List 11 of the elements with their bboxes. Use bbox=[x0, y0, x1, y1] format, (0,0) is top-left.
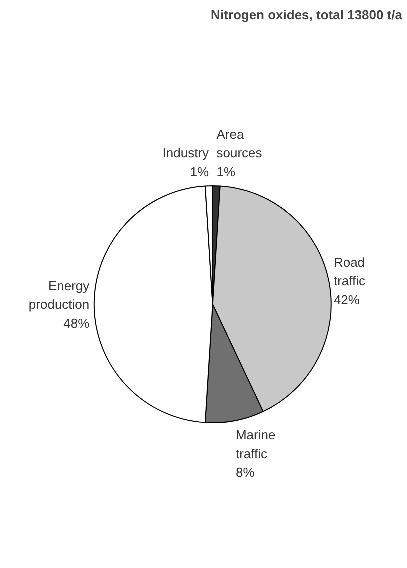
chart-title: Nitrogen oxides, total 13800 t/a bbox=[211, 8, 404, 22]
data-label: 48% bbox=[64, 316, 90, 331]
slice-label: Marine traffic bbox=[236, 428, 276, 462]
slice-label: Industry bbox=[162, 146, 210, 161]
slice-label: Area sources bbox=[216, 126, 263, 161]
data-label: 1% bbox=[216, 164, 236, 180]
slice-label: Energy production bbox=[28, 278, 90, 312]
data-label: 42% bbox=[334, 292, 360, 308]
slice-label: Road traffic bbox=[334, 254, 366, 289]
data-label: 1% bbox=[190, 164, 210, 180]
data-label: 8% bbox=[236, 465, 256, 480]
